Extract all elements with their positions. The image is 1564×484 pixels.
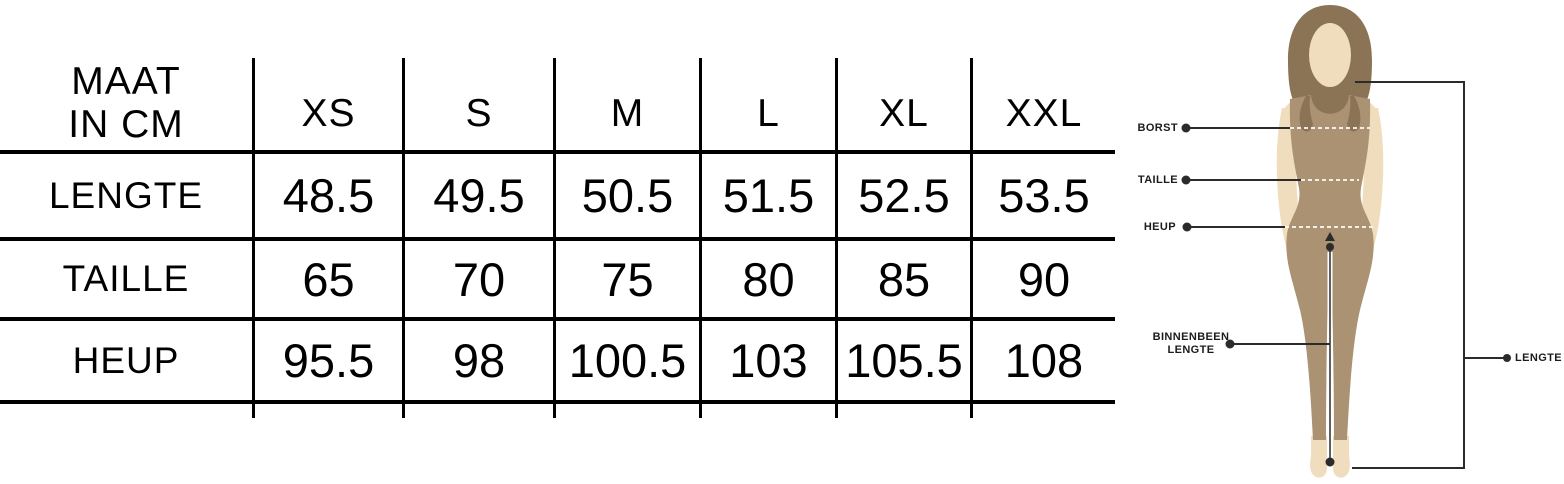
corner-line2: IN CM <box>68 103 184 146</box>
col-header-l: L <box>702 58 838 154</box>
corner-line1: MAAT <box>71 60 181 104</box>
lengte-bracket <box>1352 81 1465 469</box>
cell-taille-xxl: 90 <box>973 241 1115 321</box>
hair-tuft-left <box>1299 96 1313 132</box>
lengte-dot <box>1503 354 1511 362</box>
cell-heup-s: 98 <box>405 321 556 404</box>
cell-lengte-xs: 48.5 <box>255 154 405 241</box>
measure-lines <box>1186 81 1504 469</box>
cell-taille-m: 75 <box>556 241 702 321</box>
cell-lengte-s: 49.5 <box>405 154 556 241</box>
hair-tuft-right <box>1347 96 1361 132</box>
table-tick <box>556 404 702 418</box>
col-header-xxl: XXL <box>973 58 1115 154</box>
table-corner-header: MAAT IN CM <box>0 58 255 154</box>
col-header-xl: XL <box>838 58 973 154</box>
cell-taille-xs: 65 <box>255 241 405 321</box>
table-tick <box>255 404 405 418</box>
row-label-lengte: LENGTE <box>0 154 255 241</box>
ankle-dot <box>1325 457 1335 467</box>
cell-lengte-xxl: 53.5 <box>973 154 1115 241</box>
borst-label: BORST <box>1137 122 1178 134</box>
measure-dots <box>1181 123 1511 467</box>
binnenbeen-label-line2: LENGTE <box>1167 344 1215 356</box>
borst-dot <box>1181 123 1191 133</box>
cell-heup-xs: 95.5 <box>255 321 405 404</box>
cell-lengte-m: 50.5 <box>556 154 702 241</box>
table-tick <box>702 404 838 418</box>
table-tick <box>973 404 1115 418</box>
heup-label: HEUP <box>1143 221 1176 233</box>
measurement-diagram: BORST TAILLE HEUP BINNENBEEN LENGTE LENG… <box>1130 0 1564 484</box>
cell-heup-xxl: 108 <box>973 321 1115 404</box>
cell-taille-s: 70 <box>405 241 556 321</box>
cell-heup-xl: 105.5 <box>838 321 973 404</box>
col-header-s: S <box>405 58 556 154</box>
col-header-m: M <box>556 58 702 154</box>
garment <box>1286 95 1374 440</box>
table-tick <box>838 404 973 418</box>
table-tick <box>0 404 255 418</box>
binnenbeen-dot <box>1225 339 1235 349</box>
face <box>1309 23 1351 87</box>
heup-dot <box>1182 222 1192 232</box>
lengte-label: LENGTE <box>1515 352 1563 364</box>
figure-illustration <box>1181 5 1511 478</box>
crotch-dot <box>1326 243 1334 251</box>
binnenbeen-lengte-label: BINNENBEEN LENGTE <box>1152 331 1230 357</box>
col-header-xs: XS <box>255 58 405 154</box>
table-tick <box>405 404 556 418</box>
cell-lengte-l: 51.5 <box>702 154 838 241</box>
right-foot <box>1333 436 1350 478</box>
binnenbeen-label-line1: BINNENBEEN <box>1152 331 1230 343</box>
taille-dot <box>1181 175 1191 185</box>
cell-taille-xl: 85 <box>838 241 973 321</box>
cell-taille-l: 80 <box>702 241 838 321</box>
left-foot <box>1310 436 1327 478</box>
row-label-taille: TAILLE <box>0 241 255 321</box>
cell-heup-l: 103 <box>702 321 838 404</box>
taille-label: TAILLE <box>1137 174 1178 186</box>
size-table: MAAT IN CM XS S M L XL XXL LENGTE 48.5 4… <box>0 58 1115 418</box>
crotch-arrow <box>1325 232 1335 241</box>
row-label-heup: HEUP <box>0 321 255 404</box>
body-dash-lines <box>1285 127 1373 228</box>
cell-heup-m: 100.5 <box>556 321 702 404</box>
cell-lengte-xl: 52.5 <box>838 154 973 241</box>
